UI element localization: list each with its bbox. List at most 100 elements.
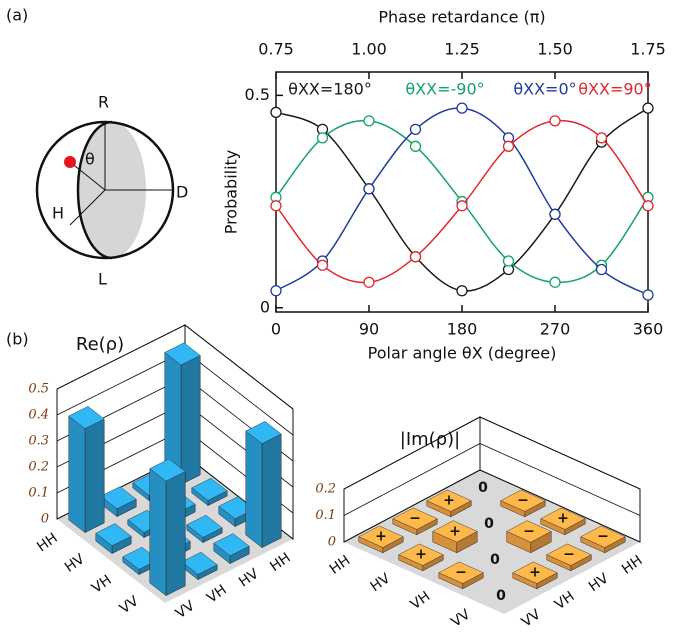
row-label: HV [62,551,88,576]
series-label: θXX=180° [288,80,372,99]
column-label: VV [173,598,198,622]
bar-top [358,525,404,548]
data-point [409,251,422,263]
x-tick-label: 270 [540,320,571,339]
value-label: + [375,529,387,545]
x2-tick-label: 1.25 [444,40,480,59]
bar-top [181,551,218,575]
bar-top [245,421,282,444]
data-point [270,200,282,212]
bloch-sphere: R D H L θ [35,93,188,289]
floor [344,470,640,614]
value-label: 0 [490,552,500,568]
column-label: HH [619,553,645,578]
z-tick-label: 0.2 [28,460,49,475]
panel-label: (a) [6,6,28,25]
z-tick-label: 0.5 [28,382,49,397]
x2-tick-label: 1.75 [630,40,666,59]
bar-top [580,525,626,548]
panel-label: (b) [6,330,29,349]
bar [164,342,201,486]
bar [68,406,105,534]
value-label: 0 [496,588,506,604]
data-point [642,289,654,301]
bar-side [149,468,167,597]
series-label: θXX=0° [513,80,576,99]
column-label: HV [236,566,262,591]
bar-top [149,458,186,482]
y-tick-label: 0 [260,297,270,316]
bar [100,486,137,518]
bar-top [186,514,223,538]
data-point [595,263,608,276]
data-point [456,285,468,297]
value-label: + [449,523,461,539]
bar [580,525,626,554]
bar-top [540,507,586,530]
bar [245,421,282,549]
data-point [363,115,375,127]
bar-top [95,523,132,547]
row-label: HH [34,530,60,555]
value-label: 0 [484,516,494,532]
x-tick-label: 90 [359,320,379,339]
data-point [270,106,282,119]
x-tick-label: 180 [447,320,478,339]
column-label: VH [552,589,578,614]
data-point [642,200,654,212]
bar [432,520,478,554]
z-tick-label: 0.1 [315,508,336,523]
grid-line [343,443,641,516]
row-label: VH [408,589,434,614]
x-tick-label: 0 [271,320,281,339]
value-label: + [415,547,427,563]
z-tick-label: 0.1 [28,486,49,501]
x2-tick-label: 1.00 [351,40,387,59]
z-tick-label: 0 [41,512,49,527]
grid-line [343,416,641,490]
bar [358,525,404,554]
bar-top [506,520,552,543]
bar [191,477,228,507]
row-label: VV [117,593,142,617]
bar-side [68,415,86,534]
data-point [642,102,654,114]
bar [438,561,484,590]
bar-top [432,520,478,543]
bloch-label: R [98,93,109,112]
data-point [595,132,608,144]
data-point [549,276,561,288]
bar-top [500,489,546,512]
value-label: + [529,565,541,581]
bar [506,520,552,554]
data-point [363,276,375,288]
bar [149,458,186,597]
bar-top [426,489,472,512]
bloch-label: L [98,270,107,289]
bar-top [398,543,444,566]
z-tick-label: 0 [328,535,336,550]
bar [213,533,250,565]
bar-side [84,418,105,534]
bar [512,561,558,590]
bar-side [180,354,201,486]
bar [181,551,218,581]
bar-top [68,406,105,429]
bar-side [165,471,186,597]
state-point [64,156,76,168]
x-tick-label: 360 [633,320,664,339]
data-point [549,208,561,220]
y-tick-label: 0.5 [245,85,270,104]
data-point [316,259,329,271]
bar-top [392,507,438,530]
value-label: − [455,565,467,581]
x-axis-label: Polar angle θX (degree) [368,344,557,363]
value-label: − [517,493,529,509]
value-label: − [563,547,575,563]
value-label: − [597,529,609,545]
series-label: θXX=90° [578,80,651,99]
data-point [316,132,329,144]
grid-line [343,469,641,543]
value-label: + [443,493,455,509]
